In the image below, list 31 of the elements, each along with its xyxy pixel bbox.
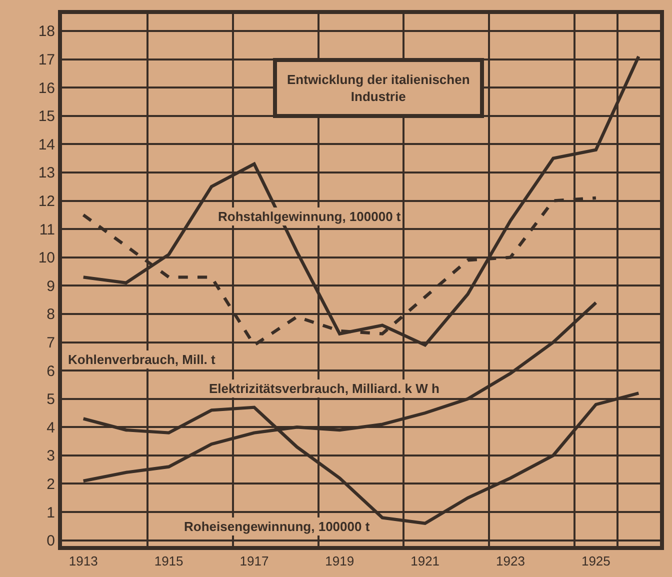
- y-tick-label: 13: [38, 164, 55, 182]
- text: Entwicklung der italienischen Industrie: [287, 72, 470, 104]
- series-label: Elektrizitätsverbrauch, Milliard. k W h: [209, 381, 440, 396]
- text: Kohlenverbrauch, Mill. t: [68, 352, 216, 367]
- y-tick-label: 18: [38, 23, 55, 40]
- y-tick-label: 15: [38, 108, 55, 126]
- y-tick-label: 0: [46, 532, 55, 550]
- y-tick-label: 9: [46, 278, 55, 295]
- y-tick-label: 1: [46, 504, 55, 522]
- x-tick-label: 1915: [154, 554, 184, 569]
- y-tick-label: 2: [46, 476, 55, 493]
- x-tick-label: 1923: [496, 554, 525, 569]
- y-tick-label: 7: [46, 334, 55, 352]
- x-tick-label: 1919: [325, 554, 354, 569]
- y-tick-label: 5: [46, 391, 55, 408]
- y-tick-label: 8: [46, 306, 55, 324]
- x-tick-label: 1913: [68, 554, 98, 569]
- y-tick-label: 12: [38, 193, 55, 210]
- x-tick-label: 1917: [240, 554, 269, 569]
- y-tick-label: 17: [38, 52, 55, 69]
- y-tick-label: 3: [46, 448, 55, 465]
- x-tick-label: 1925: [581, 554, 610, 569]
- x-tick-label: 1921: [410, 554, 440, 569]
- y-tick-label: 16: [38, 80, 55, 97]
- y-tick-label: 14: [38, 136, 55, 154]
- y-tick-label: 11: [39, 221, 55, 238]
- y-tick-label: 6: [46, 362, 55, 380]
- series-label: Roheisengewinnung, 100000 t: [184, 519, 370, 534]
- series-label: Rohstahlgewinnung, 100000 t: [218, 209, 402, 224]
- y-tick-label: 10: [38, 250, 55, 267]
- y-tick-label: 4: [46, 419, 55, 436]
